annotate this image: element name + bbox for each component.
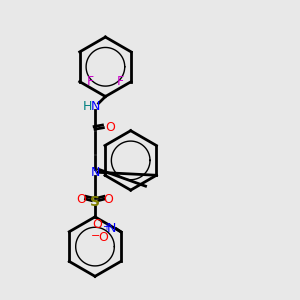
Text: N: N: [90, 166, 100, 179]
Text: H: H: [83, 100, 92, 113]
Text: O: O: [77, 193, 87, 206]
Text: S: S: [90, 195, 100, 209]
Text: F: F: [87, 75, 94, 88]
Text: +: +: [102, 222, 110, 232]
Text: O: O: [98, 231, 108, 244]
Text: F: F: [117, 75, 124, 88]
Text: O: O: [105, 121, 115, 134]
Text: N: N: [107, 222, 116, 235]
Text: O: O: [92, 218, 102, 231]
Text: O: O: [103, 193, 113, 206]
Text: N: N: [90, 100, 100, 113]
Text: −: −: [91, 231, 100, 241]
